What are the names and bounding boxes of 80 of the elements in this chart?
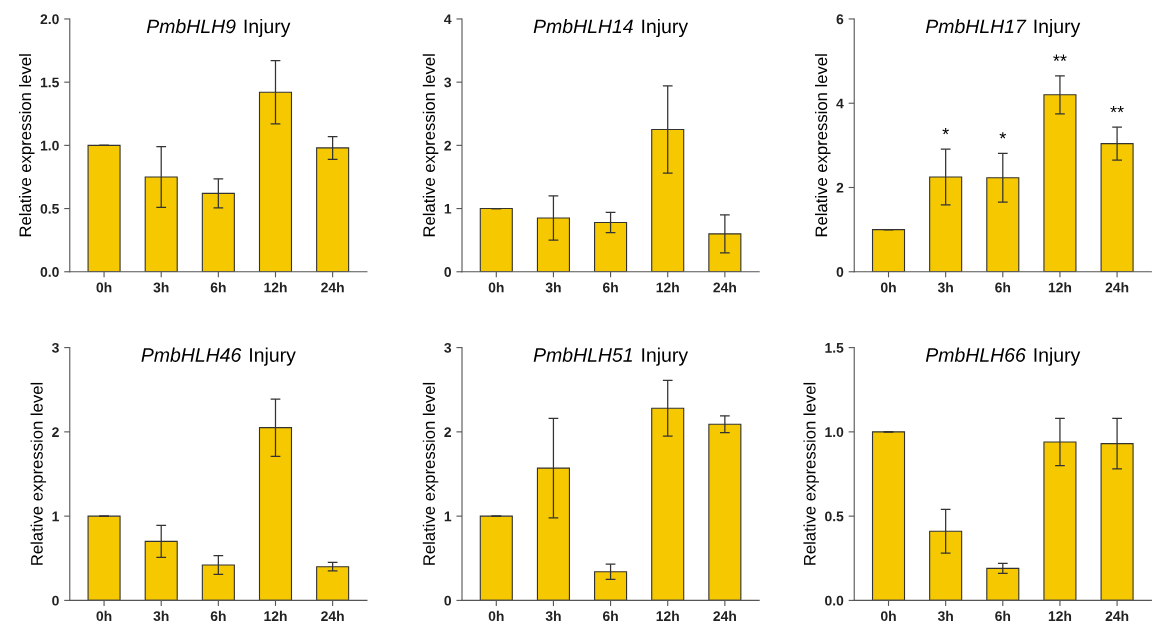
x-tick-label: 24h <box>321 282 344 293</box>
chart-title: PmbHLH51 Injury <box>533 347 689 366</box>
bar <box>871 229 906 272</box>
x-tick-label: 24h <box>321 610 344 621</box>
x-tick-label: 0h <box>488 610 504 622</box>
y-axis-title: Relative expression level <box>815 54 831 237</box>
y-tick-label: 2 <box>836 182 844 193</box>
y-tick-label: 1.5 <box>40 77 59 88</box>
x-tick-label: 6h <box>995 610 1011 622</box>
bar <box>87 515 121 601</box>
y-tick-label: 4 <box>836 98 844 109</box>
y-tick-label: 1.0 <box>40 140 59 151</box>
x-tick-label: 6h <box>210 282 226 293</box>
x-tick-label: 3h <box>545 282 561 293</box>
y-tick-label: 1.0 <box>825 427 844 438</box>
y-tick-label: 6 <box>836 14 844 25</box>
data-label: ** <box>1110 106 1124 113</box>
x-tick-label: 12h <box>656 282 679 293</box>
x-tick-label: 12h <box>264 610 287 621</box>
x-tick-label: 3h <box>937 282 953 293</box>
data-label: ** <box>1053 54 1067 61</box>
bar <box>871 431 906 601</box>
bar <box>479 515 513 601</box>
y-tick-label: 1 <box>444 204 452 214</box>
x-tick-label: 24h <box>1105 610 1129 621</box>
x-tick-label: 3h <box>153 282 169 293</box>
y-tick-label: 0 <box>444 595 452 606</box>
x-tick-label: 12h <box>264 282 287 293</box>
y-tick-label: 1 <box>444 511 452 522</box>
x-tick-label: 24h <box>713 282 736 293</box>
y-tick-label: 0.0 <box>825 595 844 606</box>
data-label: * <box>999 132 1007 139</box>
y-axis-title: Relative expression level <box>18 54 35 237</box>
bar <box>316 566 350 601</box>
y-tick-label: 1 <box>52 511 59 522</box>
y-tick-label: 0.0 <box>40 267 59 277</box>
x-tick-label: 0h <box>880 610 896 622</box>
x-tick-label: 0h <box>96 282 112 293</box>
chart-title: PmbHLH66 Injury <box>925 347 1081 366</box>
x-tick-label: 0h <box>880 282 896 293</box>
x-tick-label: 0h <box>96 610 112 622</box>
x-tick-label: 0h <box>488 282 504 293</box>
y-tick-label: 3 <box>444 342 452 353</box>
y-tick-label: 2 <box>444 140 452 151</box>
y-tick-label: 0 <box>444 267 452 277</box>
y-axis-title: Relative expression level <box>30 382 47 565</box>
y-axis-title: Relative expression level <box>422 54 439 237</box>
x-tick-label: 6h <box>210 610 226 622</box>
chart-title: PmbHLH17 Injury <box>925 18 1081 38</box>
chart-title: PmbHLH14 Injury <box>533 18 689 38</box>
x-tick-label: 6h <box>602 282 618 293</box>
chart-title: PmbHLH9 Injury <box>146 18 291 38</box>
bar <box>986 567 1020 601</box>
y-axis-title: Relative expression level <box>422 382 439 565</box>
y-tick-label: 3 <box>51 342 59 353</box>
y-tick-label: 0.5 <box>825 511 844 522</box>
x-tick-label: 24h <box>713 610 736 621</box>
y-tick-label: 0.5 <box>40 203 59 214</box>
y-tick-label: 1.5 <box>825 343 844 353</box>
x-tick-label: 24h <box>1105 282 1129 293</box>
y-tick-label: 4 <box>444 14 452 24</box>
y-tick-label: 2 <box>52 427 59 437</box>
x-tick-label: 6h <box>995 282 1011 293</box>
y-tick-label: 0 <box>52 595 59 606</box>
x-tick-label: 3h <box>545 610 561 622</box>
y-tick-label: 3 <box>444 77 452 88</box>
chart-title: PmbHLH46 Injury <box>141 347 296 366</box>
x-tick-label: 12h <box>1048 610 1072 621</box>
bar <box>479 208 513 272</box>
y-tick-label: 0 <box>836 267 844 277</box>
x-tick-label: 3h <box>153 610 169 622</box>
x-tick-label: 6h <box>602 610 618 622</box>
bar <box>87 144 121 272</box>
y-tick-label: 2 <box>444 427 452 437</box>
y-tick-label: 2.0 <box>40 14 59 25</box>
x-tick-label: 12h <box>656 610 679 621</box>
data-label: * <box>942 127 949 135</box>
y-axis-title: Relative expression level <box>803 382 819 565</box>
x-tick-label: 3h <box>937 610 953 622</box>
x-tick-label: 12h <box>1048 282 1072 293</box>
